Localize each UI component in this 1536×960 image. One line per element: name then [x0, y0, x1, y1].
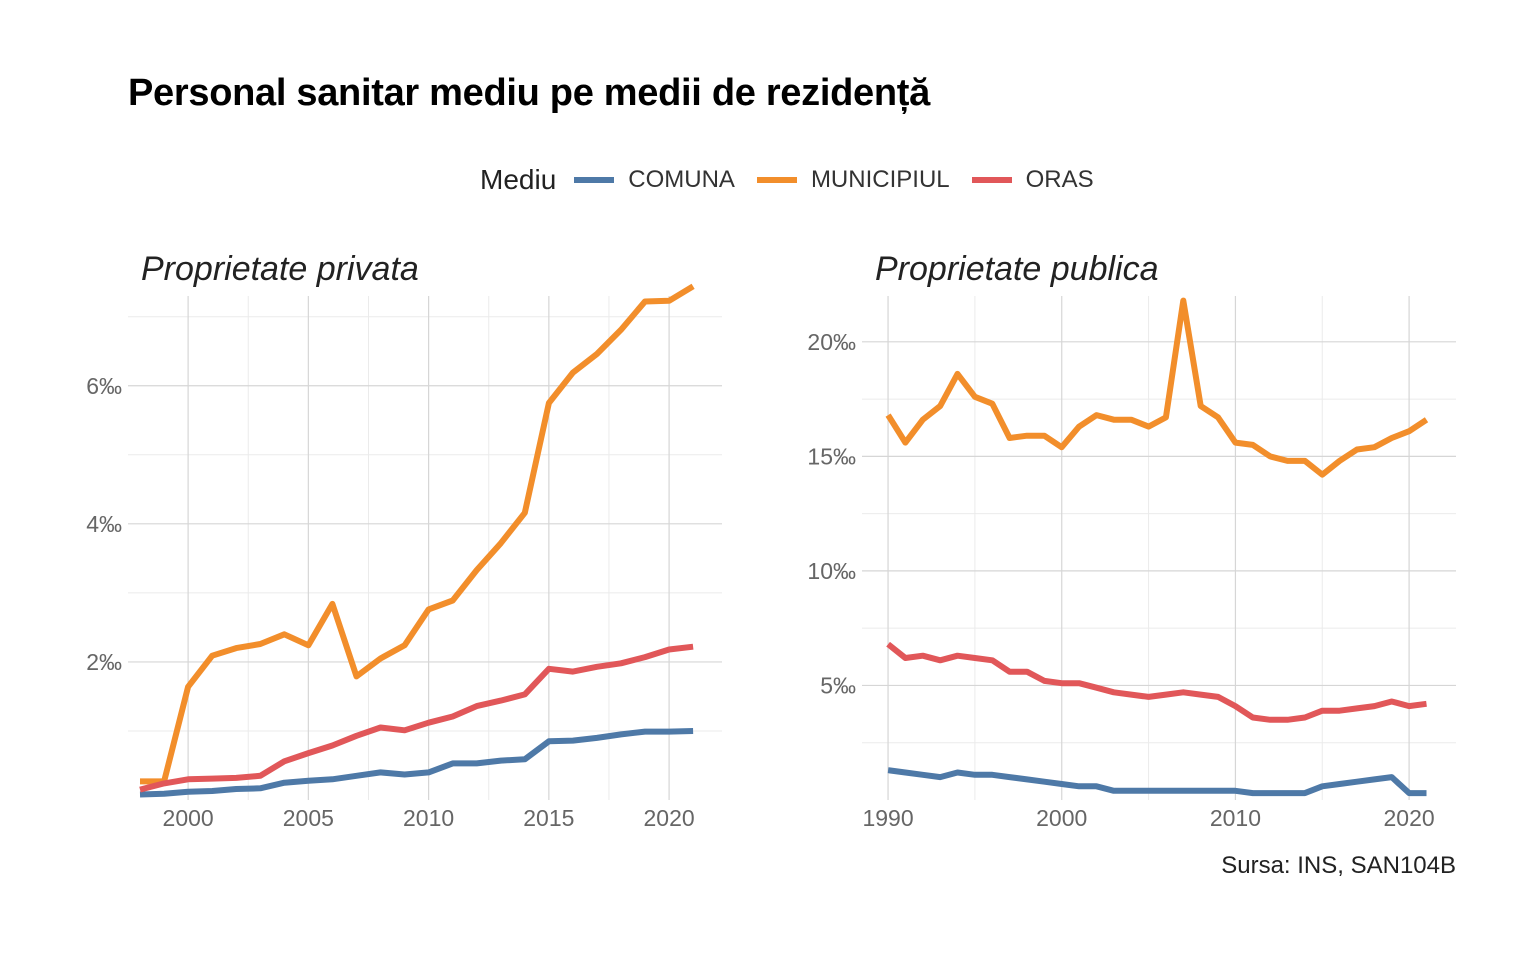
series-line-comuna-privata [139, 728, 694, 798]
series-line-comuna-publica [887, 767, 1427, 797]
y-tick-label: 15‰ [807, 443, 856, 469]
series-line-municipiul-publica [885, 297, 1429, 478]
legend-label-oras: ORAS [1025, 166, 1094, 193]
series-line-municipiul-privata [140, 283, 695, 785]
x-tick-label: 1990 [862, 805, 913, 831]
x-tick-label: 2000 [163, 805, 214, 831]
y-tick-label: 4‰ [86, 511, 122, 537]
y-tick-label: 10‰ [807, 558, 856, 584]
chart-title: Personal sanitar mediu pe medii de rezid… [128, 72, 930, 114]
source-caption: Sursa: INS, SAN104B [1221, 852, 1456, 879]
x-tick-label: 2005 [283, 805, 334, 831]
x-tick-label: 2010 [1210, 805, 1261, 831]
x-tick-label: 2020 [644, 805, 695, 831]
x-tick-label: 2010 [403, 805, 454, 831]
legend-item-oras: ORAS [971, 166, 1094, 194]
legend-label-comuna: COMUNA [628, 166, 735, 193]
y-tick-label: 5‰ [820, 672, 856, 698]
legend-title: Mediu [480, 164, 557, 195]
legend-swatch-municipiul [756, 177, 797, 183]
y-tick-label: 6‰ [86, 373, 122, 399]
x-tick-label: 2015 [523, 805, 574, 831]
y-tick-label: 20‰ [807, 329, 856, 355]
panel-title-publica: Proprietate publica [875, 250, 1159, 288]
x-tick-label: 2000 [1036, 805, 1087, 831]
legend-label-municipiul: MUNICIPIUL [810, 166, 950, 193]
series-line-oras-publica [886, 641, 1427, 723]
legend-swatch-oras [971, 177, 1012, 183]
panel-title-privata: Proprietate privata [141, 250, 419, 288]
panel-privata: 2000 2005 2010 2015 2020 2‰ 4‰ 6‰ [86, 283, 722, 831]
legend-item-comuna: COMUNA [574, 166, 735, 194]
legend-item-municipiul: MUNICIPIUL [756, 166, 950, 194]
series-line-oras-privata [139, 643, 694, 793]
legend-swatch-comuna [574, 177, 615, 183]
x-tick-label: 2020 [1384, 805, 1435, 831]
panel-publica: 1990 2000 2010 2020 5‰ 10‰ 15‰ 20‰ [807, 296, 1456, 831]
legend: Mediu COMUNA MUNICIPIUL ORAS [480, 160, 1116, 200]
y-tick-label: 2‰ [86, 649, 122, 675]
